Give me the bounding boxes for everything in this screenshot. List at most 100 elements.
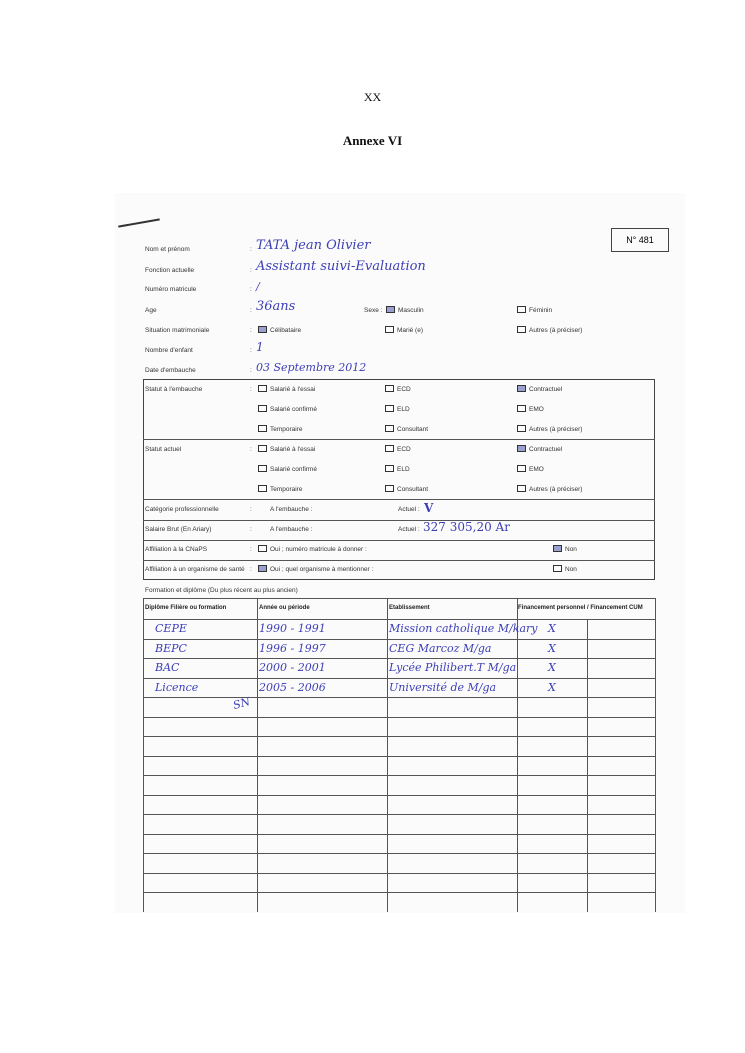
checkbox-icon[interactable] bbox=[385, 445, 394, 452]
checkbox-option[interactable]: ECD bbox=[385, 445, 411, 453]
checked-checkbox-icon[interactable] bbox=[553, 545, 562, 552]
checkbox-option[interactable]: Autres (à préciser) bbox=[517, 425, 582, 433]
table-cell[interactable]: X bbox=[548, 680, 556, 694]
field-value[interactable]: TATA jean Olivier bbox=[256, 238, 371, 253]
checkbox-icon[interactable] bbox=[517, 465, 526, 472]
checkbox-option[interactable]: Contractuel bbox=[517, 385, 562, 393]
checked-checkbox-icon[interactable] bbox=[517, 385, 526, 392]
checked-checkbox-icon[interactable] bbox=[386, 306, 395, 313]
checkbox-option[interactable]: Autres (à préciser) bbox=[517, 326, 582, 334]
table-divider bbox=[143, 598, 144, 912]
field-value[interactable]: 1 bbox=[256, 340, 264, 354]
field-value[interactable]: Assistant suivi-Evaluation bbox=[256, 259, 426, 274]
checkbox-option[interactable]: Salarié confirmé bbox=[258, 405, 317, 413]
table-cell[interactable]: BAC bbox=[155, 661, 180, 674]
checkbox-icon[interactable] bbox=[517, 485, 526, 492]
table-cell[interactable]: 1990 - 1991 bbox=[259, 622, 326, 635]
table-divider bbox=[143, 598, 655, 599]
table-divider bbox=[587, 619, 588, 912]
checkbox-option[interactable]: Salarié à l'essai bbox=[258, 385, 315, 393]
checkbox-icon[interactable] bbox=[385, 425, 394, 432]
table-cell[interactable]: CEG Marcoz M/ga bbox=[389, 641, 492, 655]
checkbox-option[interactable]: Masculin bbox=[386, 306, 424, 314]
checkbox-option[interactable]: Célibataire bbox=[258, 326, 301, 334]
checkbox-icon[interactable] bbox=[258, 485, 267, 492]
checkbox-icon[interactable] bbox=[553, 565, 562, 572]
checkbox-icon[interactable] bbox=[385, 405, 394, 412]
checkbox-icon[interactable] bbox=[258, 425, 267, 432]
table-cell[interactable]: Université de M/ga bbox=[389, 680, 497, 694]
checkbox-option[interactable]: Temporaire bbox=[258, 425, 303, 433]
table-row bbox=[143, 639, 655, 640]
form-number: N° 481 bbox=[611, 228, 669, 252]
column-header: Etablissement bbox=[389, 605, 430, 611]
categorie-actuel-label: Actuel : bbox=[398, 506, 420, 513]
table-cell[interactable]: Lycée Philibert.T M/ga bbox=[389, 661, 517, 674]
checkbox-option[interactable]: ELD bbox=[385, 405, 410, 413]
divider bbox=[143, 439, 655, 440]
checkbox-option[interactable]: Autres (à préciser) bbox=[517, 485, 582, 493]
table-cell[interactable]: BEPC bbox=[155, 641, 187, 655]
checkbox-icon[interactable] bbox=[517, 306, 526, 313]
checked-checkbox-icon[interactable] bbox=[258, 326, 267, 333]
categorie-embauche-label: A l'embauche : bbox=[270, 506, 313, 513]
table-row bbox=[143, 736, 655, 737]
cnaps-non-option[interactable]: Non bbox=[553, 545, 577, 553]
checkbox-icon[interactable] bbox=[517, 326, 526, 333]
sante-non-option[interactable]: Non bbox=[553, 565, 577, 573]
salaire-actuel-value[interactable]: 327 305,20 Ar bbox=[423, 520, 510, 534]
table-cell[interactable]: X bbox=[548, 661, 556, 674]
table-cell[interactable]: Mission catholique M/kary bbox=[389, 622, 538, 635]
column-header: Diplôme Filière ou formation bbox=[145, 605, 227, 611]
table-cell[interactable]: 2005 - 2006 bbox=[259, 680, 326, 694]
table-row bbox=[143, 619, 655, 620]
sante-label: Affiliation à un organisme de santé bbox=[145, 566, 245, 573]
annex-title: Annexe VI bbox=[342, 133, 403, 148]
table-cell[interactable]: CEPE bbox=[155, 622, 187, 635]
checkbox-icon[interactable] bbox=[385, 485, 394, 492]
field-value[interactable]: 03 Septembre 2012 bbox=[256, 361, 367, 374]
checkbox-option[interactable]: Contractuel bbox=[517, 445, 562, 453]
checkbox-option[interactable]: Temporaire bbox=[258, 485, 303, 493]
divider bbox=[143, 560, 655, 561]
checkbox-icon[interactable] bbox=[258, 385, 267, 392]
table-cell[interactable]: Licence bbox=[155, 680, 199, 694]
checkbox-icon[interactable] bbox=[385, 385, 394, 392]
checkbox-option[interactable]: Féminin bbox=[517, 306, 552, 314]
checkbox-icon[interactable] bbox=[517, 405, 526, 412]
checkbox-icon[interactable] bbox=[258, 545, 267, 552]
checkbox-icon[interactable] bbox=[517, 425, 526, 432]
checkbox-icon[interactable] bbox=[258, 405, 267, 412]
sexe-label: Sexe : bbox=[364, 307, 383, 314]
checked-checkbox-icon[interactable] bbox=[517, 445, 526, 452]
categorie-actuel-value[interactable]: V bbox=[424, 501, 434, 515]
table-cell[interactable]: X bbox=[548, 622, 556, 635]
checkbox-option[interactable]: Salarié à l'essai bbox=[258, 445, 315, 453]
field-value[interactable]: 36ans bbox=[256, 299, 296, 314]
table-divider bbox=[517, 598, 518, 912]
sante-oui-option[interactable]: Oui ; quel organisme à mentionner : bbox=[258, 565, 373, 573]
checkbox-icon[interactable] bbox=[385, 465, 394, 472]
table-cell[interactable]: X bbox=[548, 641, 556, 655]
checkbox-option[interactable]: EMO bbox=[517, 465, 544, 473]
checkbox-icon[interactable] bbox=[258, 445, 267, 452]
field-label: Nombre d'enfant bbox=[145, 347, 193, 354]
checkbox-option[interactable]: ECD bbox=[385, 385, 411, 393]
checkbox-icon[interactable] bbox=[385, 326, 394, 333]
checkbox-option[interactable]: Marié (e) bbox=[385, 326, 423, 334]
table-row bbox=[143, 756, 655, 757]
table-cell[interactable]: 2000 - 2001 bbox=[259, 661, 326, 674]
checkbox-option[interactable]: EMO bbox=[517, 405, 544, 413]
checkbox-option[interactable]: ELD bbox=[385, 465, 410, 473]
table-cell[interactable]: 1996 - 1997 bbox=[259, 641, 326, 655]
field-value[interactable]: / bbox=[256, 280, 260, 293]
colon: : bbox=[250, 327, 252, 334]
checkbox-icon[interactable] bbox=[258, 465, 267, 472]
checked-checkbox-icon[interactable] bbox=[258, 565, 267, 572]
cnaps-label: Affiliation à la CNaPS bbox=[145, 546, 208, 553]
checkbox-option[interactable]: Consultant bbox=[385, 425, 428, 433]
cnaps-oui-option[interactable]: Oui ; numéro matricule à donner : bbox=[258, 545, 367, 553]
checkbox-option[interactable]: Salarié confirmé bbox=[258, 465, 317, 473]
field-label: Numéro matricule bbox=[145, 286, 197, 293]
checkbox-option[interactable]: Consultant bbox=[385, 485, 428, 493]
